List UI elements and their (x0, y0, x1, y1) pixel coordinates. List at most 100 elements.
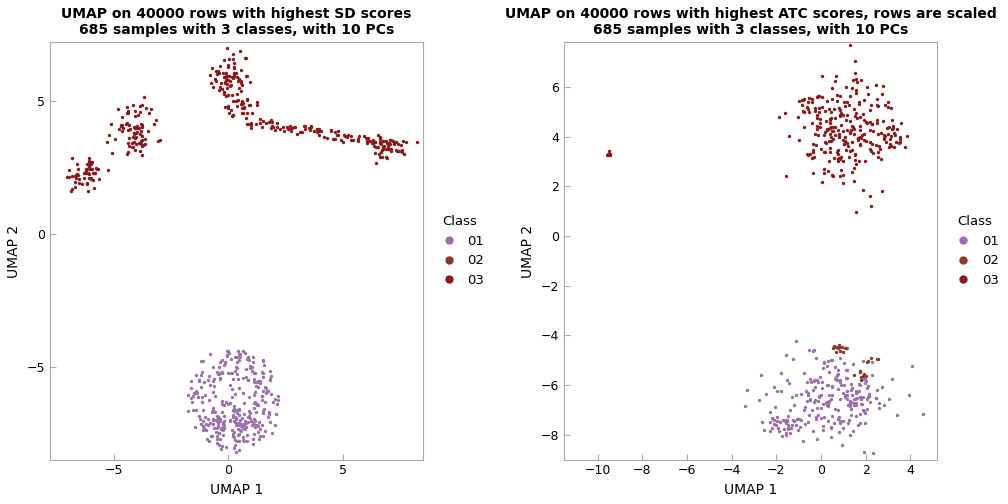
Point (869, 116, 885, 124)
Point (206, 382, 222, 390)
Point (350, 135, 366, 143)
Point (200, 375, 216, 384)
Point (267, 421, 283, 429)
Point (203, 79, 219, 87)
Point (856, 449, 872, 457)
Point (114, 113, 130, 121)
Point (226, 406, 242, 414)
Point (214, 442, 230, 450)
Point (845, 76, 861, 84)
Point (830, 365, 846, 373)
Point (869, 119, 885, 127)
Point (777, 417, 793, 425)
Point (264, 428, 280, 436)
Point (782, 423, 798, 431)
Point (829, 148, 845, 156)
Point (241, 393, 257, 401)
Point (262, 124, 278, 133)
Point (851, 157, 867, 165)
Point (816, 165, 833, 173)
Point (249, 378, 265, 386)
Point (247, 422, 263, 430)
Point (215, 419, 231, 427)
Point (78, 167, 94, 175)
Point (846, 399, 862, 407)
Point (864, 119, 880, 128)
Point (842, 431, 858, 439)
Point (396, 150, 412, 158)
Point (882, 135, 898, 143)
Point (865, 127, 881, 135)
Point (394, 148, 410, 156)
Point (237, 425, 253, 433)
Point (810, 377, 827, 386)
Point (226, 111, 242, 119)
Point (803, 119, 820, 127)
Point (201, 372, 217, 381)
Point (207, 375, 223, 384)
Point (82, 158, 98, 166)
Point (777, 351, 793, 359)
Point (244, 109, 260, 117)
Point (250, 384, 266, 392)
Point (858, 118, 874, 126)
Point (316, 133, 332, 141)
Point (852, 367, 868, 375)
Point (827, 131, 843, 139)
Point (152, 136, 168, 144)
Point (127, 112, 143, 120)
Point (360, 134, 376, 142)
Point (60, 166, 77, 174)
Point (842, 117, 858, 125)
Point (843, 410, 859, 418)
Point (225, 74, 241, 82)
Point (824, 412, 840, 420)
Point (119, 103, 135, 111)
Point (191, 376, 207, 385)
Point (751, 396, 767, 404)
Point (209, 435, 225, 443)
Point (225, 111, 241, 119)
Point (818, 400, 835, 408)
Point (210, 415, 226, 423)
Point (832, 417, 848, 425)
Point (821, 357, 837, 365)
Point (856, 375, 872, 383)
Point (785, 355, 801, 363)
Point (211, 70, 227, 78)
Point (205, 83, 221, 91)
Point (226, 402, 242, 410)
Point (215, 420, 231, 428)
Point (132, 102, 148, 110)
Point (812, 391, 829, 399)
Point (820, 126, 836, 134)
Point (231, 406, 247, 414)
Point (372, 138, 388, 146)
Point (840, 111, 856, 119)
Point (86, 169, 102, 177)
Point (248, 408, 264, 416)
Point (381, 140, 397, 148)
Point (863, 101, 879, 109)
Point (821, 124, 837, 133)
Point (184, 406, 201, 414)
Point (737, 402, 753, 410)
Point (249, 421, 265, 429)
Point (249, 401, 265, 409)
Point (210, 68, 226, 76)
Point (86, 169, 102, 177)
Point (808, 141, 825, 149)
Point (830, 370, 846, 379)
Point (796, 122, 812, 131)
Point (319, 134, 335, 142)
Point (195, 426, 211, 434)
Point (284, 124, 300, 133)
Point (85, 176, 101, 184)
Point (227, 367, 243, 375)
Point (254, 393, 270, 401)
Point (795, 107, 811, 115)
Point (234, 109, 250, 117)
Point (846, 395, 862, 403)
Point (223, 77, 239, 85)
Point (881, 123, 897, 132)
